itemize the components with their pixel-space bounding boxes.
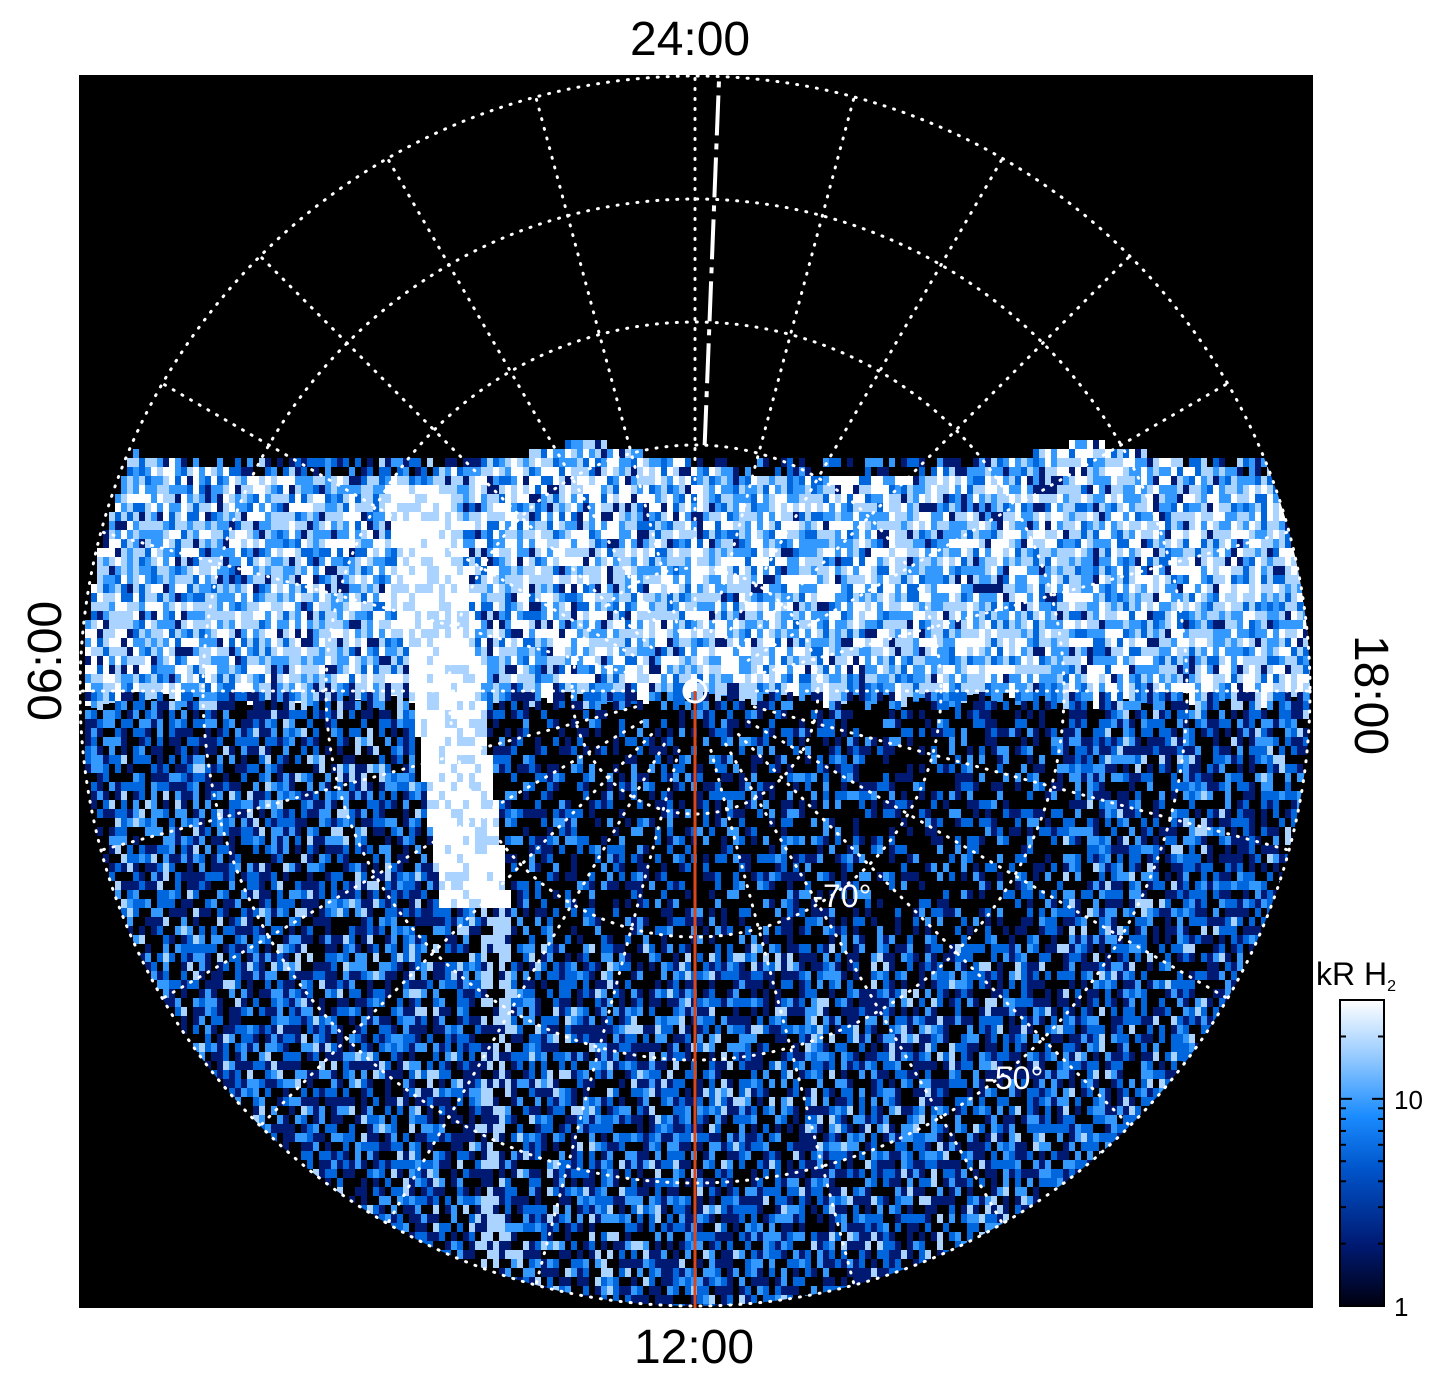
latitude-circle — [447, 443, 943, 939]
colorbar-tick-label: 10 — [1394, 1085, 1423, 1115]
meridian-line — [724, 156, 1004, 640]
meridian-line — [736, 732, 1132, 1128]
meridian-line — [736, 254, 1132, 650]
meridian-line — [752, 530, 1291, 677]
latitude-circle — [79, 75, 1312, 1308]
latitude-label: -70° — [812, 878, 871, 914]
polar-grid — [79, 75, 1312, 1308]
meridian-line — [258, 732, 654, 1128]
meridian-line — [746, 720, 1230, 1000]
meridian-line — [534, 95, 681, 634]
meridian-line — [99, 705, 638, 852]
colorbar: 1 10 kR H2 — [1316, 956, 1423, 1322]
colorbar-label: kR H2 — [1316, 956, 1396, 995]
colorbar-label-subscript: 2 — [1387, 978, 1396, 995]
time-label-06: 06:00 — [19, 600, 72, 721]
time-label-18: 18:00 — [1344, 634, 1398, 756]
meridian-line — [724, 742, 1004, 1226]
colorbar-gradient — [1339, 999, 1385, 1307]
meridian-line — [746, 382, 1230, 662]
meridian-line — [160, 382, 644, 662]
meridian-line — [709, 748, 856, 1287]
colorbar-tick-label: 1 — [1394, 1292, 1408, 1322]
pole-marker — [682, 678, 708, 704]
latitude-labels: -70° -50° — [812, 878, 1043, 1096]
latitude-label: -50° — [984, 1060, 1043, 1096]
meridian-line — [258, 254, 654, 650]
meridian-line — [534, 748, 681, 1287]
time-label-24: 24:00 — [630, 13, 751, 66]
time-label-12: 12:00 — [634, 1321, 755, 1374]
meridian-line — [386, 742, 666, 1226]
meridian-line — [160, 720, 644, 1000]
meridian-line — [752, 705, 1291, 852]
meridian-line — [709, 95, 856, 634]
meridian-line — [386, 156, 666, 640]
meridian-line — [99, 530, 638, 677]
colorbar-ticks: 1 10 — [1340, 999, 1423, 1322]
